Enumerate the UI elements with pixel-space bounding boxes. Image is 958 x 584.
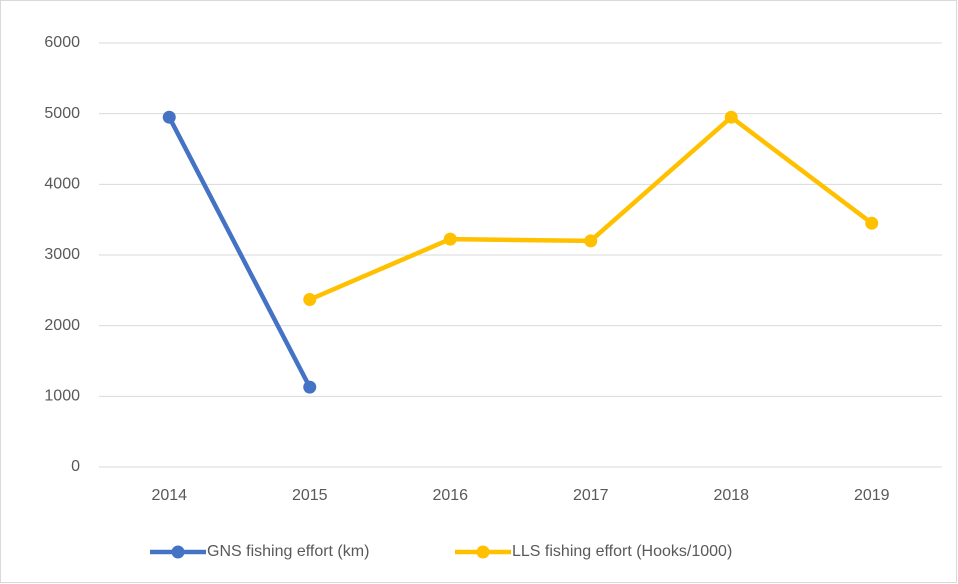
data-point: [162, 110, 176, 124]
data-point: [724, 110, 738, 124]
data-point: [584, 234, 598, 248]
y-tick-label: 4000: [44, 176, 80, 193]
legend-label: GNS fishing effort (km): [207, 543, 369, 560]
y-tick-label: 6000: [44, 34, 80, 51]
data-point: [303, 293, 317, 307]
data-point: [303, 380, 317, 394]
legend-label: LLS fishing effort (Hooks/1000): [512, 543, 732, 560]
x-tick-label: 2015: [292, 487, 328, 504]
x-tick-label: 2019: [854, 487, 890, 504]
y-tick-label: 3000: [44, 246, 80, 263]
data-point: [865, 216, 879, 230]
x-tick-label: 2016: [432, 487, 468, 504]
y-tick-label: 0: [71, 458, 80, 475]
data-point: [443, 232, 457, 246]
legend-marker: [476, 545, 490, 559]
y-tick-label: 2000: [44, 317, 80, 334]
y-tick-label: 1000: [44, 388, 80, 405]
series-line: [167, 114, 312, 390]
y-tick-label: 5000: [44, 105, 80, 122]
x-tick-label: 2017: [573, 487, 609, 504]
x-tick-label: 2014: [151, 487, 187, 504]
legend-marker: [171, 545, 185, 559]
x-tick-label: 2018: [713, 487, 749, 504]
